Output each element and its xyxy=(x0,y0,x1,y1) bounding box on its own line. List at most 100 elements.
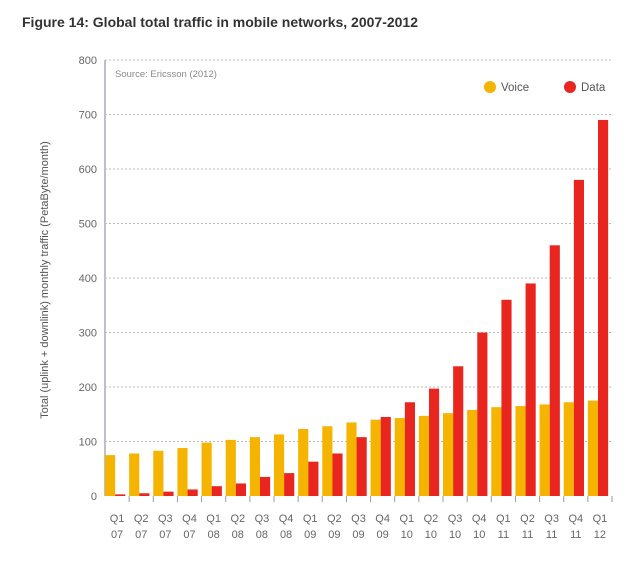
legend-marker-data xyxy=(564,81,576,93)
bar-voice xyxy=(201,442,212,496)
bar-voice xyxy=(153,450,164,496)
x-tick-label-year: 11 xyxy=(570,529,581,541)
y-tick-label: 600 xyxy=(79,164,97,176)
x-tick-label: Q4 xyxy=(472,513,487,525)
bar-data xyxy=(308,461,319,496)
bar-voice xyxy=(129,453,140,496)
bar-voice xyxy=(249,437,260,496)
y-tick-label: 800 xyxy=(79,55,97,67)
x-tick-label: Q3 xyxy=(158,513,173,525)
bar-data xyxy=(428,388,440,496)
bar-data xyxy=(380,416,391,496)
bar-voice xyxy=(177,448,188,496)
x-tick-label-year: 11 xyxy=(546,529,557,541)
x-tick-label-year: 08 xyxy=(232,529,244,541)
bar-voice xyxy=(587,400,598,496)
x-tick-label: Q1 xyxy=(303,513,318,525)
x-tick-label-year: 10 xyxy=(401,529,413,541)
x-tick-label: Q4 xyxy=(279,513,294,525)
legend-label-data: Data xyxy=(581,82,606,94)
bar-data xyxy=(139,493,150,496)
x-tick-label: Q1 xyxy=(593,513,608,525)
bar-data xyxy=(597,119,609,496)
x-tick-label: Q2 xyxy=(520,513,535,525)
bar-data xyxy=(259,476,271,496)
bar-voice xyxy=(467,409,478,496)
x-tick-label-year: 09 xyxy=(304,529,316,541)
bar-data xyxy=(211,486,222,496)
bar-voice xyxy=(346,422,357,496)
y-tick-label: 100 xyxy=(79,437,97,449)
y-tick-label: 300 xyxy=(79,328,97,340)
x-tick-label: Q1 xyxy=(206,513,221,525)
bar-data xyxy=(187,489,198,496)
bar-data xyxy=(573,179,584,496)
chart-title: Figure 14: Global total traffic in mobil… xyxy=(22,14,418,30)
x-tick-label: Q4 xyxy=(375,513,390,525)
y-tick-label: 0 xyxy=(91,491,97,503)
bar-data xyxy=(477,332,488,496)
bar-data xyxy=(163,491,174,496)
bar-voice xyxy=(225,439,236,496)
x-tick-label-year: 10 xyxy=(449,529,461,541)
x-tick-label: Q4 xyxy=(182,513,197,525)
bar-data xyxy=(332,453,343,496)
x-tick-label: Q1 xyxy=(399,513,414,525)
x-tick-label: Q1 xyxy=(110,513,125,525)
x-tick-label: Q2 xyxy=(230,513,245,525)
x-tick-label-year: 10 xyxy=(473,529,485,541)
bar-data xyxy=(115,494,126,496)
x-tick-label-year: 09 xyxy=(352,529,364,541)
bar-voice xyxy=(370,419,381,496)
x-tick-label: Q3 xyxy=(448,513,463,525)
bar-voice xyxy=(491,407,502,496)
bar-data xyxy=(453,366,464,496)
source-note: Source: Ericsson (2012) xyxy=(115,69,217,80)
bar-voice xyxy=(298,428,309,496)
x-tick-label-year: 07 xyxy=(159,529,171,541)
bar-voice xyxy=(322,426,333,496)
bar-data xyxy=(356,437,367,496)
legend-label-voice: Voice xyxy=(501,82,529,94)
bar-voice xyxy=(394,418,405,496)
bar-voice xyxy=(274,434,285,496)
x-tick-label: Q3 xyxy=(544,513,559,525)
y-tick-label: 500 xyxy=(79,219,97,231)
x-tick-label-year: 11 xyxy=(498,529,509,541)
bar-voice xyxy=(418,415,429,496)
x-tick-label-year: 08 xyxy=(280,529,292,541)
bar-voice xyxy=(515,406,526,496)
bar-voice xyxy=(563,402,574,496)
x-tick-label-year: 09 xyxy=(328,529,340,541)
x-tick-label: Q1 xyxy=(496,513,511,525)
y-tick-label: 400 xyxy=(79,273,97,285)
x-tick-label-year: 07 xyxy=(111,529,123,541)
y-tick-label: 700 xyxy=(79,110,97,122)
bar-data xyxy=(235,483,246,496)
x-tick-label: Q2 xyxy=(327,513,342,525)
bar-data xyxy=(284,473,295,496)
x-tick-label-year: 11 xyxy=(522,529,533,541)
x-tick-label-year: 09 xyxy=(377,529,389,541)
y-tick-label: 200 xyxy=(79,382,97,394)
bar-data xyxy=(525,283,536,496)
bar-voice xyxy=(539,404,550,496)
x-tick-label-year: 07 xyxy=(135,529,147,541)
x-tick-label: Q2 xyxy=(134,513,149,525)
x-tick-label-year: 08 xyxy=(256,529,268,541)
x-tick-label-year: 08 xyxy=(208,529,220,541)
legend-marker-voice xyxy=(484,81,496,93)
x-tick-label-year: 10 xyxy=(425,529,437,541)
x-tick-label: Q2 xyxy=(424,513,439,525)
bar-data xyxy=(501,299,512,496)
bar-voice xyxy=(443,413,454,496)
bar-voice xyxy=(105,455,116,496)
x-tick-label-year: 12 xyxy=(594,529,606,541)
bar-data xyxy=(404,402,415,496)
x-tick-label-year: 07 xyxy=(183,529,195,541)
bar-data xyxy=(549,245,560,496)
x-tick-label: Q4 xyxy=(568,513,583,525)
x-tick-label: Q3 xyxy=(351,513,366,525)
